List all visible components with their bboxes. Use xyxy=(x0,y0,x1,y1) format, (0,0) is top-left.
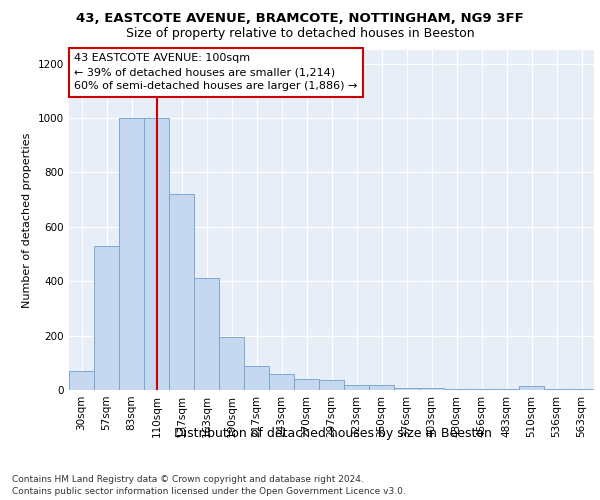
Bar xyxy=(94,246,119,390)
Bar xyxy=(194,278,219,390)
Text: 43, EASTCOTE AVENUE, BRAMCOTE, NOTTINGHAM, NG9 3FF: 43, EASTCOTE AVENUE, BRAMCOTE, NOTTINGHA… xyxy=(76,12,524,26)
Bar xyxy=(144,118,169,390)
Bar xyxy=(169,194,194,390)
Text: Contains public sector information licensed under the Open Government Licence v3: Contains public sector information licen… xyxy=(12,488,406,496)
Bar xyxy=(519,386,544,390)
Bar xyxy=(269,374,294,390)
Bar xyxy=(69,371,94,390)
Bar xyxy=(244,366,269,390)
Bar xyxy=(419,388,444,390)
Bar xyxy=(344,385,369,390)
Bar xyxy=(444,389,469,390)
Text: Distribution of detached houses by size in Beeston: Distribution of detached houses by size … xyxy=(174,428,492,440)
Bar xyxy=(394,388,419,390)
Y-axis label: Number of detached properties: Number of detached properties xyxy=(22,132,32,308)
Text: Size of property relative to detached houses in Beeston: Size of property relative to detached ho… xyxy=(125,28,475,40)
Text: Contains HM Land Registry data © Crown copyright and database right 2024.: Contains HM Land Registry data © Crown c… xyxy=(12,475,364,484)
Bar xyxy=(219,337,244,390)
Bar xyxy=(369,385,394,390)
Text: 43 EASTCOTE AVENUE: 100sqm
← 39% of detached houses are smaller (1,214)
60% of s: 43 EASTCOTE AVENUE: 100sqm ← 39% of deta… xyxy=(74,54,358,92)
Bar xyxy=(294,378,319,390)
Bar xyxy=(119,118,144,390)
Bar xyxy=(469,389,494,390)
Bar xyxy=(319,380,344,390)
